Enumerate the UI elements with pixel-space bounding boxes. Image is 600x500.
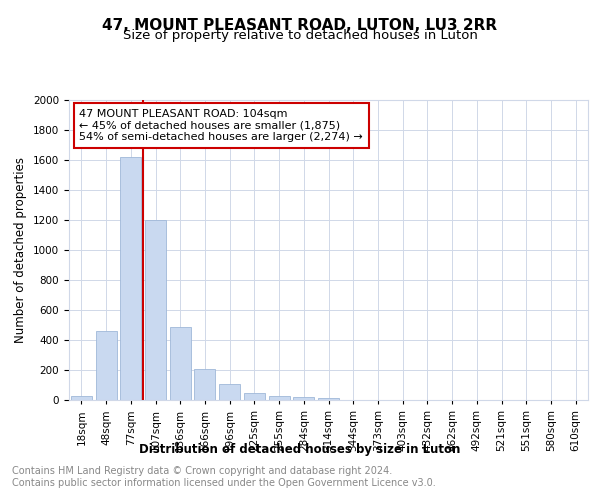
Bar (269, 396, 290, 400)
Bar (194, 368, 215, 400)
Bar (293, 397, 314, 400)
Text: Size of property relative to detached houses in Luton: Size of property relative to detached ho… (122, 29, 478, 42)
Bar (219, 384, 240, 400)
Bar (170, 326, 191, 400)
Text: 47, MOUNT PLEASANT ROAD, LUTON, LU3 2RR: 47, MOUNT PLEASANT ROAD, LUTON, LU3 2RR (103, 18, 497, 32)
Bar (120, 157, 141, 400)
Text: 47 MOUNT PLEASANT ROAD: 104sqm
← 45% of detached houses are smaller (1,875)
54% : 47 MOUNT PLEASANT ROAD: 104sqm ← 45% of … (79, 109, 363, 142)
Bar (71, 396, 92, 400)
Text: Contains HM Land Registry data © Crown copyright and database right 2024.
Contai: Contains HM Land Registry data © Crown c… (12, 466, 436, 487)
Bar (244, 393, 265, 400)
Text: Distribution of detached houses by size in Luton: Distribution of detached houses by size … (139, 442, 461, 456)
Bar (145, 220, 166, 400)
Bar (95, 331, 116, 400)
Bar (318, 398, 339, 400)
Y-axis label: Number of detached properties: Number of detached properties (14, 157, 28, 343)
